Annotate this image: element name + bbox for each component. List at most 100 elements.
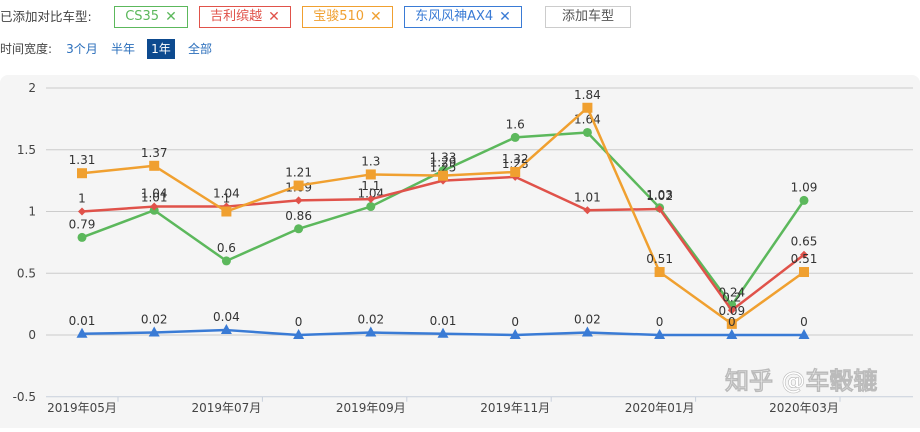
data-label: 1.04 xyxy=(213,187,240,201)
y-tick-label: 1.5 xyxy=(17,143,36,157)
data-label: 0.65 xyxy=(791,235,818,249)
data-point-marker[interactable] xyxy=(293,329,305,339)
data-point-marker[interactable] xyxy=(294,196,303,205)
data-label: 0.04 xyxy=(213,310,240,324)
data-label: 0 xyxy=(295,315,303,329)
data-point-marker[interactable] xyxy=(148,326,160,337)
data-label: 1.01 xyxy=(574,190,601,204)
data-point-marker[interactable] xyxy=(366,202,376,212)
time-option-half-year[interactable]: 半年 xyxy=(110,42,135,56)
tag-geely-binyue[interactable]: 吉利缤越 ✕ xyxy=(199,6,291,28)
time-option-1-year[interactable]: 1年 xyxy=(147,39,175,59)
data-point-marker[interactable] xyxy=(581,326,593,337)
data-label: 1.6 xyxy=(506,117,525,131)
data-label: 1.02 xyxy=(646,189,673,203)
data-point-marker[interactable] xyxy=(76,327,88,338)
data-point-marker[interactable] xyxy=(220,324,232,335)
data-label: 0.6 xyxy=(217,241,236,255)
data-point-marker[interactable] xyxy=(150,202,159,211)
x-tick-label: 2020年01月 xyxy=(625,401,695,415)
y-tick-label: 1 xyxy=(28,205,36,219)
data-label: 0 xyxy=(656,315,664,329)
watermark: 知乎 @车毂辘 xyxy=(725,367,877,395)
data-point-marker[interactable] xyxy=(510,132,520,142)
data-point-marker[interactable] xyxy=(77,168,87,179)
data-label: 1.33 xyxy=(430,151,457,165)
data-label: 0 xyxy=(511,315,519,329)
data-label: 0.02 xyxy=(141,313,168,327)
tag-dongfeng-ax4[interactable]: 东风风神AX4 ✕ xyxy=(404,6,522,28)
data-label: 1.3 xyxy=(361,154,380,168)
data-label: 0.01 xyxy=(69,314,96,328)
time-option-3-months[interactable]: 3个月 xyxy=(66,42,98,56)
data-point-marker[interactable] xyxy=(726,329,738,339)
data-point-marker[interactable] xyxy=(726,318,737,329)
chart-panel: -0.5 0 0.5 1 1.5 2 2019年05月 2019年07月 2019年09月 201… xyxy=(0,75,920,428)
compare-label: 已添加对比车型: xyxy=(0,9,92,24)
data-label: 0.02 xyxy=(357,313,384,327)
tag-baojun-510[interactable]: 宝骏510 ✕ xyxy=(302,6,393,28)
data-point-marker[interactable] xyxy=(149,160,160,171)
data-point-marker[interactable] xyxy=(582,127,592,137)
x-tick-label: 2019年09月 xyxy=(336,401,406,415)
data-label: 1.29 xyxy=(430,156,457,170)
data-label: 1.31 xyxy=(69,153,96,167)
data-point-marker[interactable] xyxy=(293,180,304,191)
data-point-marker[interactable] xyxy=(799,195,809,205)
data-label: 0.86 xyxy=(285,209,312,223)
data-label: 1.25 xyxy=(430,161,457,175)
series-line xyxy=(81,106,805,326)
data-point-marker[interactable] xyxy=(510,166,521,177)
data-point-marker[interactable] xyxy=(655,205,664,214)
data-point-marker[interactable] xyxy=(509,329,521,339)
data-point-marker[interactable] xyxy=(438,170,448,181)
data-point-marker[interactable] xyxy=(366,195,375,204)
data-point-marker[interactable] xyxy=(800,250,808,259)
time-range-bar: 时间宽度: 3个月 半年 1年 全部 xyxy=(0,39,920,59)
time-option-all[interactable]: 全部 xyxy=(187,42,212,56)
y-tick-label: 0 xyxy=(28,328,36,342)
data-point-marker[interactable] xyxy=(582,102,593,113)
time-range-label: 时间宽度: xyxy=(0,42,53,56)
tag-cs35[interactable]: CS35 ✕ xyxy=(114,6,188,28)
close-icon[interactable]: ✕ xyxy=(499,9,511,25)
data-label: 0.02 xyxy=(574,313,601,327)
data-label: 0.01 xyxy=(430,314,457,328)
x-tick-label: 2019年11月 xyxy=(480,401,550,415)
data-label: 1 xyxy=(223,192,231,206)
x-tick-label: 2019年05月 xyxy=(47,401,117,415)
data-point-marker[interactable] xyxy=(294,224,304,234)
data-point-marker[interactable] xyxy=(654,329,666,339)
data-point-marker[interactable] xyxy=(221,256,231,266)
add-model-button[interactable]: 添加车型 xyxy=(545,6,631,28)
data-point-marker[interactable] xyxy=(77,232,87,242)
data-label: 1 xyxy=(78,192,86,206)
data-point-marker[interactable] xyxy=(654,267,665,278)
x-tick-label: 2020年03月 xyxy=(769,401,839,415)
data-point-marker[interactable] xyxy=(221,206,232,217)
data-point-marker[interactable] xyxy=(365,169,376,180)
close-icon[interactable]: ✕ xyxy=(370,9,382,25)
tag-label: 宝骏510 xyxy=(313,9,365,24)
data-label: 1.21 xyxy=(285,166,312,180)
data-point-marker[interactable] xyxy=(78,207,86,216)
data-point-marker[interactable] xyxy=(727,306,736,315)
y-tick-label: 0.5 xyxy=(17,266,36,280)
data-label: 1.84 xyxy=(574,88,601,102)
data-point-marker[interactable] xyxy=(798,329,810,339)
data-label: 0.51 xyxy=(791,252,818,266)
data-label: 0.2 xyxy=(722,290,741,304)
compare-bar: 已添加对比车型: CS35 ✕ 吉利缤越 ✕ 宝骏510 ✕ 东风风神AX4 ✕ 添加车… xyxy=(0,6,920,28)
data-label: 1.01 xyxy=(141,190,168,204)
close-icon[interactable]: ✕ xyxy=(268,9,280,25)
data-point-marker[interactable] xyxy=(583,206,592,215)
y-tick-label: -0.5 xyxy=(13,390,36,404)
series-line xyxy=(81,175,805,312)
data-point-marker[interactable] xyxy=(365,326,377,337)
data-label: 1.1 xyxy=(361,179,380,193)
close-icon[interactable]: ✕ xyxy=(165,9,177,25)
data-point-marker[interactable] xyxy=(437,327,449,338)
data-point-marker[interactable] xyxy=(799,267,809,278)
data-label: 0.24 xyxy=(718,285,745,299)
